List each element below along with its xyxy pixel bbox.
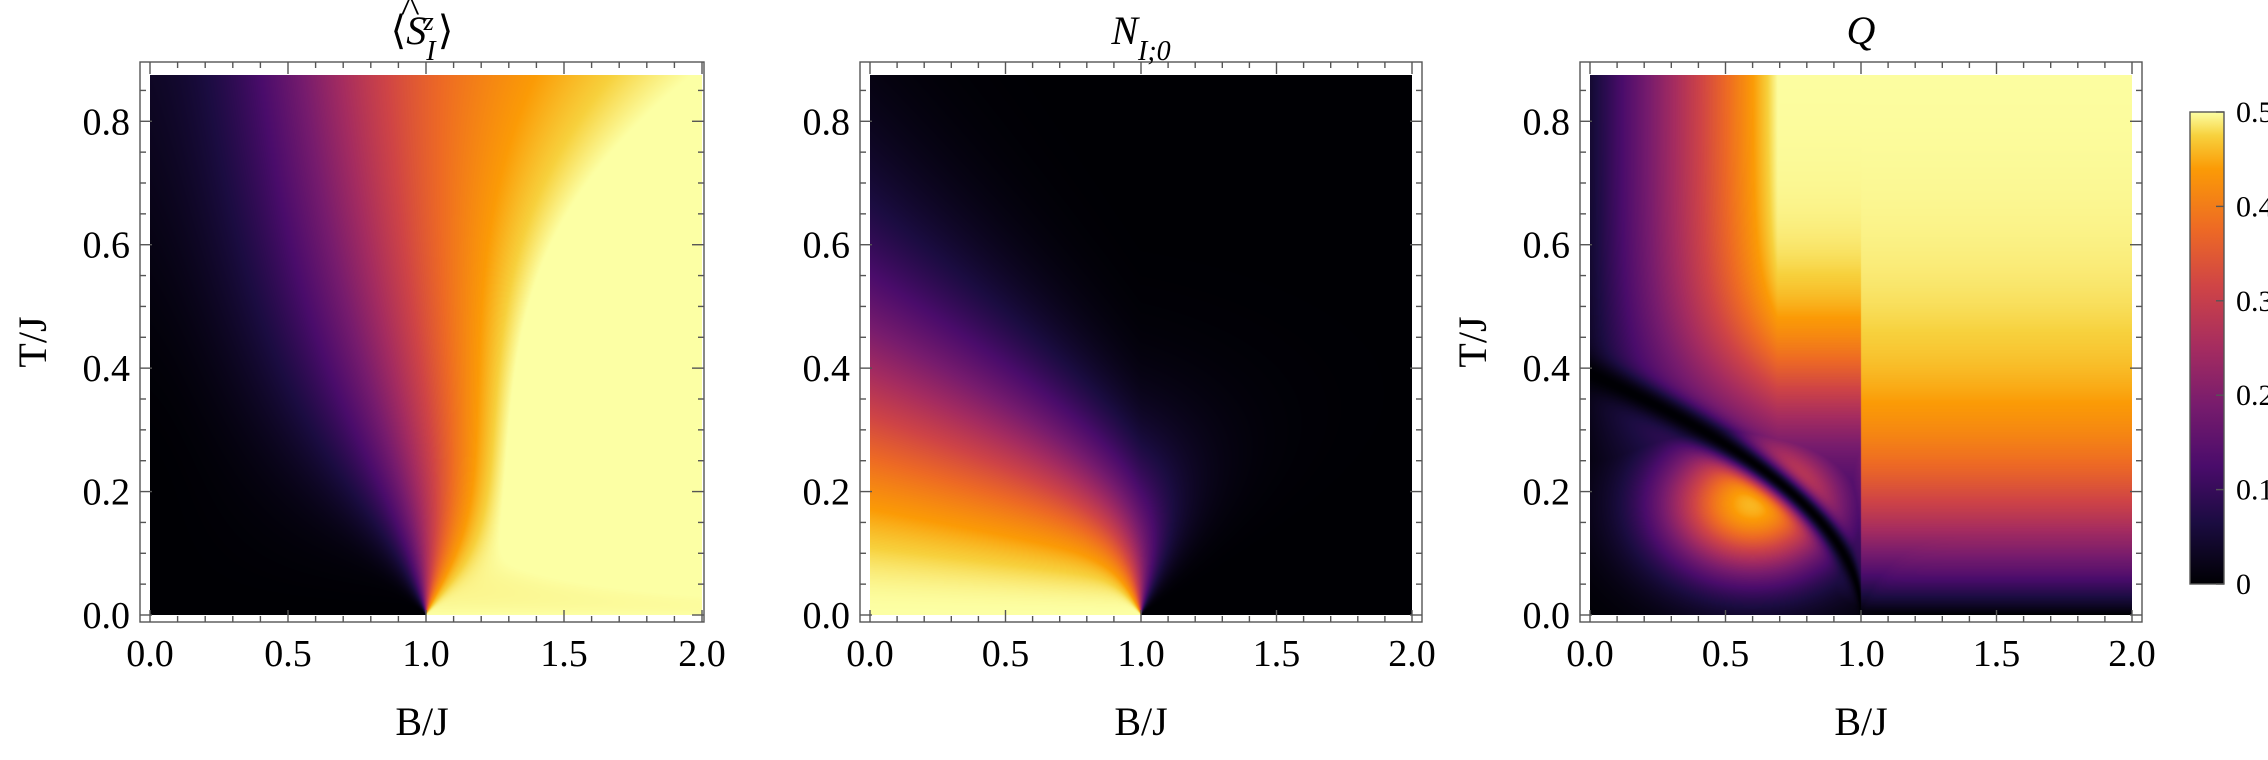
x-tick-label: 1.0 xyxy=(1117,633,1165,675)
colorbar-tick-label: 0.4 xyxy=(2236,190,2268,223)
x-tick-label: 0.5 xyxy=(982,633,1030,675)
plot-frame-1 xyxy=(139,61,705,623)
y-tick-label: 0.8 xyxy=(803,101,851,143)
y-tick-label: 0.4 xyxy=(1523,348,1571,390)
xlabel-2: B/J xyxy=(1114,699,1167,744)
y-tick-label: 0.2 xyxy=(1523,472,1571,514)
y-tick-label: 0.0 xyxy=(83,595,131,637)
panel-3: 0.0 0.5 1.0 1.5 2.0 0.0 0.2 0.4 0.6 0.8 Q B/J T/J xyxy=(1450,8,2156,744)
x-tick-label: 1.0 xyxy=(402,633,450,675)
y-tick-label: 0.8 xyxy=(83,101,131,143)
y-tick-label: 0.0 xyxy=(803,595,851,637)
heatmap-3 xyxy=(1590,75,2132,615)
title-1: ⟨SIz ⟩ xyxy=(391,7,454,67)
colorbar-tick-label: 0 xyxy=(2236,568,2251,601)
x-tick-label: 0.0 xyxy=(126,633,174,675)
colorbar-tick-label: 0.2 xyxy=(2236,379,2268,412)
y-tick-label: 0.6 xyxy=(1523,225,1571,267)
title-3: Q xyxy=(1847,8,1876,53)
x-tick-label: 0.0 xyxy=(846,633,894,675)
x-tick-label: 2.0 xyxy=(678,633,726,675)
colorbar-frame xyxy=(2189,111,2225,585)
colorbar-tick-label: 0.1 xyxy=(2236,474,2268,507)
x-tick-label: 2.0 xyxy=(1388,633,1436,675)
colorbar: 0 0.1 0.2 0.3 0.4 0.5 xyxy=(2189,96,2268,601)
colorbar-tick-label: 0.3 xyxy=(2236,285,2268,318)
title-1-hat: ^ xyxy=(400,0,420,31)
y-tick-label: 0.0 xyxy=(1523,595,1571,637)
y-tick-label: 0.4 xyxy=(83,348,131,390)
ylabel-3: T/J xyxy=(1450,316,1495,367)
x-tick-label: 0.5 xyxy=(1702,633,1750,675)
xlabel-1: B/J xyxy=(395,699,448,744)
x-tick-label: 1.0 xyxy=(1837,633,1885,675)
y-tick-label: 0.8 xyxy=(1523,101,1571,143)
x-tick-label: 0.5 xyxy=(264,633,312,675)
heatmap-1 xyxy=(150,75,702,615)
y-tick-label: 0.2 xyxy=(83,472,131,514)
y-tick-label: 0.4 xyxy=(803,348,851,390)
x-tick-label: 1.5 xyxy=(1973,633,2021,675)
x-tick-label: 2.0 xyxy=(2108,633,2156,675)
ylabel-1: T/J xyxy=(10,316,55,367)
colorbar-tick-label: 0.5 xyxy=(2236,96,2268,129)
heatmap-2 xyxy=(870,75,1412,615)
panel-2: 0.0 0.5 1.0 1.5 2.0 0.0 0.2 0.4 0.6 0.8 NI;0 B/J xyxy=(803,8,1436,744)
x-tick-label: 0.0 xyxy=(1566,633,1614,675)
colorbar-gradient xyxy=(2190,112,2224,584)
y-tick-label: 0.6 xyxy=(83,225,131,267)
x-tick-label: 1.5 xyxy=(540,633,588,675)
y-tick-label: 0.2 xyxy=(803,472,851,514)
title-2: NI;0 xyxy=(1110,8,1170,67)
xlabel-3: B/J xyxy=(1834,699,1887,744)
y-tick-label: 0.6 xyxy=(803,225,851,267)
x-tick-label: 1.5 xyxy=(1253,633,1301,675)
panel-1: 0.0 0.5 1.0 1.5 2.0 0.0 0.2 0.4 0.6 0.8 ⟨SIz ⟩ ^ B… xyxy=(10,0,726,744)
